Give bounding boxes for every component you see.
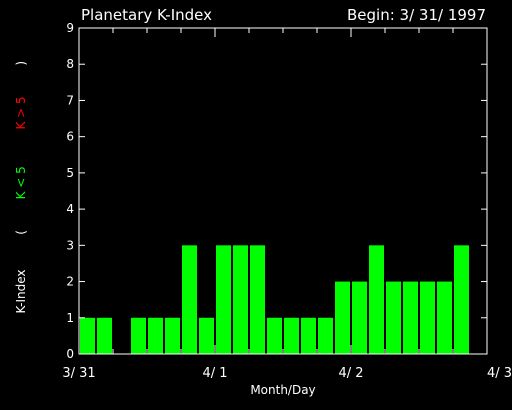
x-tick-label: 4/ 3	[487, 366, 512, 381]
bar	[369, 245, 384, 354]
x-ticks: 3/ 31 4/ 1 4/ 2 4/ 3	[62, 28, 512, 381]
bar	[131, 317, 146, 354]
bar	[454, 245, 469, 354]
bar	[284, 317, 299, 354]
y-tick-label: 5	[66, 166, 74, 180]
bar	[250, 245, 265, 354]
x-axis-label: Month/Day	[250, 383, 315, 397]
y-tick-label: 8	[66, 57, 74, 71]
y-tick-label: 6	[66, 130, 74, 144]
y-ticks: 0 1 2 3 4 5 6 7 8 9	[66, 21, 487, 361]
y-tick-label: 9	[66, 21, 74, 35]
bar	[420, 281, 435, 354]
bar	[437, 281, 452, 354]
svg-text:K-Index ( K < 5: K-Index ( K < 5 K > 5 )	[14, 42, 28, 340]
bar	[148, 317, 163, 354]
y-label-red: K > 5	[14, 96, 28, 129]
bar	[80, 317, 95, 354]
y-label-open-paren: (	[14, 230, 28, 235]
x-tick-label: 3/ 31	[62, 366, 95, 381]
y-tick-label: 1	[66, 311, 74, 325]
y-tick-label: 2	[66, 275, 74, 289]
x-tick-label: 4/ 2	[338, 366, 363, 381]
bar	[182, 245, 197, 354]
y-tick-label: 0	[66, 347, 74, 361]
begin-date-label: Begin: 3/ 31/ 1997	[347, 6, 486, 24]
y-tick-label: 7	[66, 93, 74, 107]
bar	[97, 317, 112, 354]
bar	[403, 281, 418, 354]
chart-title: Planetary K-Index	[81, 6, 212, 24]
bar	[352, 281, 367, 354]
bar	[267, 317, 282, 354]
y-label-green: K < 5	[14, 166, 28, 199]
bar	[335, 281, 350, 354]
y-tick-label: 4	[66, 202, 74, 216]
bar	[318, 317, 333, 354]
bar	[216, 245, 231, 354]
y-tick-label: 3	[66, 238, 74, 252]
y-axis-label: K-Index ( K < 5 K > 5 )	[14, 42, 28, 340]
bar	[199, 317, 214, 354]
bars-group	[80, 245, 469, 354]
x-tick-label: 4/ 1	[202, 366, 227, 381]
y-label-close-paren: )	[14, 61, 28, 66]
bar	[301, 317, 316, 354]
bar	[165, 317, 180, 354]
bar	[386, 281, 401, 354]
bar	[233, 245, 248, 354]
y-label-prefix: K-Index	[14, 269, 28, 313]
